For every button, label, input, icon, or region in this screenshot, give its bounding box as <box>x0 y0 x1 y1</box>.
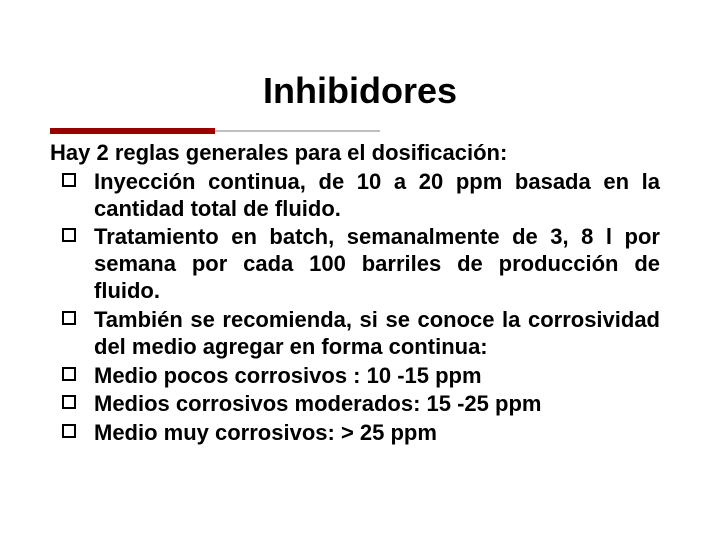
checkbox-icon <box>62 311 76 325</box>
body-text: Hay 2 reglas generales para el dosificac… <box>50 140 660 449</box>
checkbox-icon <box>62 395 76 409</box>
bullet-text: Medio pocos corrosivos : 10 -15 ppm <box>94 363 482 388</box>
bullet-item: Tratamiento en batch, semanalmente de 3,… <box>50 224 660 304</box>
bullet-text: Tratamiento en batch, semanalmente de 3,… <box>94 224 660 303</box>
bullet-item: Medios corrosivos moderados: 15 -25 ppm <box>50 391 660 418</box>
underline-gray-segment <box>215 130 380 132</box>
bullet-text: Inyección continua, de 10 a 20 ppm basad… <box>94 169 660 221</box>
checkbox-icon <box>62 173 76 187</box>
slide: Inhibidores Hay 2 reglas generales para … <box>0 0 720 540</box>
slide-title: Inhibidores <box>0 70 720 112</box>
title-underline <box>50 128 380 134</box>
bullet-text: Medios corrosivos moderados: 15 -25 ppm <box>94 391 541 416</box>
bullet-item: Medio muy corrosivos: > 25 ppm <box>50 420 660 447</box>
bullet-item: Inyección continua, de 10 a 20 ppm basad… <box>50 169 660 223</box>
checkbox-icon <box>62 228 76 242</box>
bullet-item: Medio pocos corrosivos : 10 -15 ppm <box>50 363 660 390</box>
bullet-text: Medio muy corrosivos: > 25 ppm <box>94 420 437 445</box>
bullet-item: También se recomienda, si se conoce la c… <box>50 307 660 361</box>
checkbox-icon <box>62 367 76 381</box>
underline-red-segment <box>50 128 215 134</box>
bullet-text: También se recomienda, si se conoce la c… <box>94 307 660 359</box>
intro-line: Hay 2 reglas generales para el dosificac… <box>50 140 660 167</box>
checkbox-icon <box>62 424 76 438</box>
bullet-list: Inyección continua, de 10 a 20 ppm basad… <box>50 169 660 447</box>
